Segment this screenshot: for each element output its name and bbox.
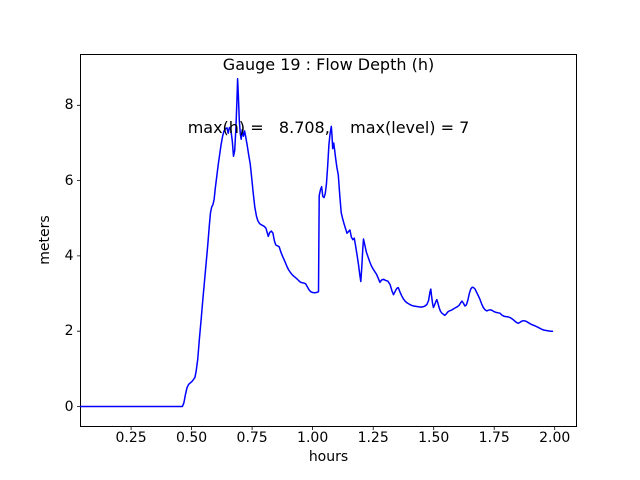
x-axis-label: hours (308, 449, 349, 465)
chart-title-line2: max(h) = 8.708, max(level) = 7 (187, 118, 470, 137)
axes-spines (80, 54, 577, 427)
y-tick-label-6: 6 (64, 172, 74, 189)
y-tick-label-8: 8 (64, 97, 74, 114)
y-axis-label: meters (37, 215, 53, 265)
x-tick-label-0.25: 0.25 (115, 430, 147, 446)
x-tick-label-1.00: 1.00 (297, 430, 329, 446)
x-tick-label-0.75: 0.75 (236, 430, 268, 446)
y-tick-label-0: 0 (64, 398, 74, 415)
axis-tick-marks (77, 104, 556, 430)
y-tick-label-4: 4 (64, 247, 74, 264)
chart-title: Gauge 19 : Flow Depth (h) max(h) = 8.708… (81, 12, 577, 180)
y-tick-label-2: 2 (64, 323, 74, 340)
chart-title-line1: Gauge 19 : Flow Depth (h) (222, 55, 435, 74)
x-tick-label-2.00: 2.00 (539, 430, 571, 446)
x-tick-label-0.50: 0.50 (176, 430, 208, 446)
flow-depth-series-line (79, 77, 554, 408)
x-tick-label-1.50: 1.50 (418, 430, 450, 446)
x-tick-label-1.25: 1.25 (357, 430, 389, 446)
x-tick-label-1.75: 1.75 (478, 430, 510, 446)
